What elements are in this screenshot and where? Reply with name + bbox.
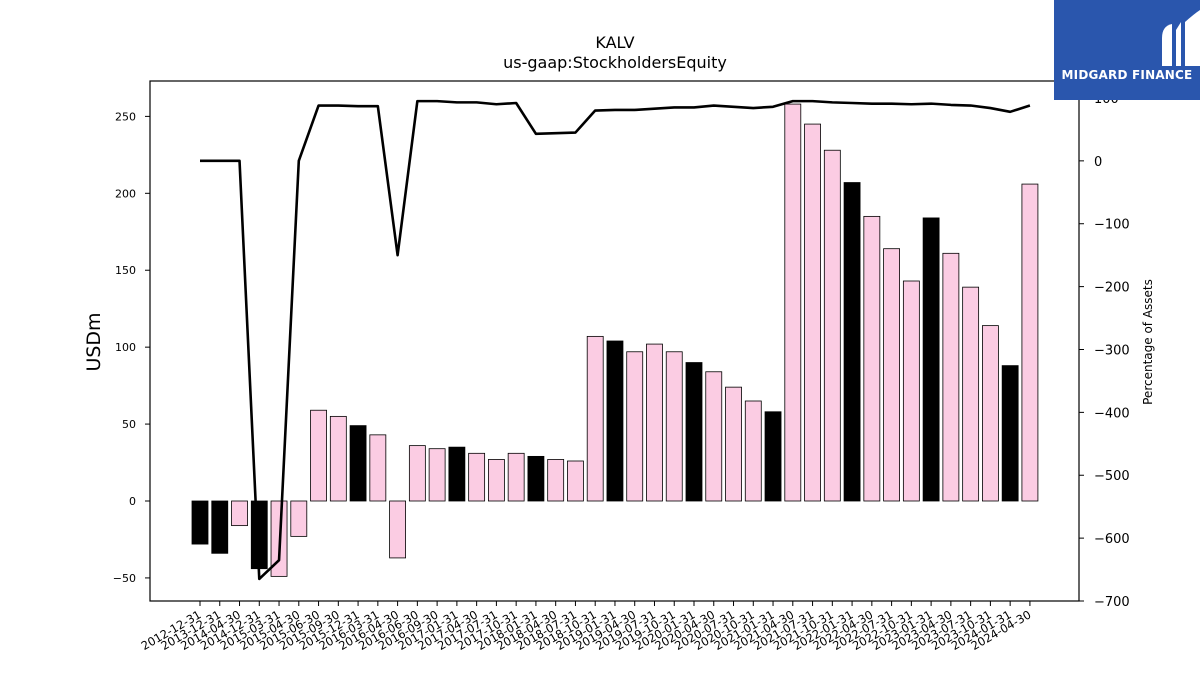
bar — [349, 425, 367, 502]
bar — [606, 340, 624, 502]
x-axis: 2012-12-312013-12-312014-04-302014-12-31… — [139, 601, 1033, 653]
y2-tick-label: −500 — [1094, 469, 1130, 484]
y2-tick-label: 0 — [1094, 155, 1102, 170]
logo: MIDGARD FINANCE — [1054, 0, 1200, 100]
bar — [507, 452, 525, 502]
bar — [468, 452, 486, 502]
bar — [487, 459, 505, 502]
y2-tick-label: −200 — [1094, 281, 1130, 296]
line-series — [200, 99, 1031, 581]
bar — [883, 248, 900, 502]
y-tick-label: 200 — [115, 187, 136, 200]
bar — [804, 123, 821, 502]
bar — [567, 460, 584, 502]
bar — [290, 500, 308, 537]
chart-title: KALV — [595, 33, 634, 52]
bar — [586, 335, 604, 502]
bar — [823, 149, 841, 502]
bar — [191, 500, 209, 545]
bar — [369, 434, 387, 502]
bar — [962, 286, 980, 502]
bar — [646, 343, 663, 502]
bar — [942, 252, 960, 502]
bar — [784, 103, 802, 502]
bar — [744, 400, 762, 502]
bar — [389, 500, 407, 559]
bar — [211, 500, 229, 554]
y2-tick-label: −600 — [1094, 532, 1130, 547]
bar — [329, 415, 347, 502]
bar — [527, 455, 545, 502]
y2-tick-label: −700 — [1094, 595, 1130, 610]
logo-text: MIDGARD FINANCE — [1061, 68, 1193, 82]
y-axis-left: −50 0 50 100 150 200 250 — [113, 110, 150, 585]
bar — [231, 500, 248, 527]
bar — [902, 280, 920, 502]
bar — [665, 351, 683, 502]
bar — [547, 459, 565, 502]
y-tick-label: 0 — [129, 495, 136, 508]
bar — [310, 409, 327, 502]
bar — [764, 411, 782, 502]
bar — [922, 217, 940, 502]
logo-mark-icon — [1162, 10, 1200, 66]
bar — [843, 182, 861, 502]
y2-tick-label: −300 — [1094, 343, 1130, 358]
y-axis-label: USDm — [83, 312, 105, 371]
bar — [1001, 365, 1019, 502]
bar — [982, 325, 999, 502]
y-axis-right: −700−600−500−400−300−200−1000100 — [1079, 92, 1130, 610]
bar — [705, 371, 723, 502]
y-tick-label: 150 — [115, 264, 136, 277]
bar — [448, 446, 466, 502]
chart-subtitle: us-gaap:StockholdersEquity — [503, 53, 727, 72]
bar — [428, 448, 446, 502]
y-tick-label: 50 — [122, 418, 136, 431]
bar-series — [191, 103, 1039, 577]
bar — [1021, 183, 1039, 502]
y2-axis-label: Percentage of Assets — [1141, 279, 1155, 405]
bar — [685, 362, 703, 502]
bar — [408, 445, 426, 502]
y2-tick-label: −400 — [1094, 406, 1130, 421]
y-tick-label: 100 — [115, 341, 136, 354]
y-tick-label: −50 — [113, 572, 136, 585]
bar — [725, 386, 742, 502]
bar — [863, 215, 881, 502]
y2-tick-label: −100 — [1094, 218, 1130, 233]
y-tick-label: 250 — [115, 110, 136, 123]
bar — [626, 351, 644, 502]
percentage-line — [200, 99, 1031, 581]
